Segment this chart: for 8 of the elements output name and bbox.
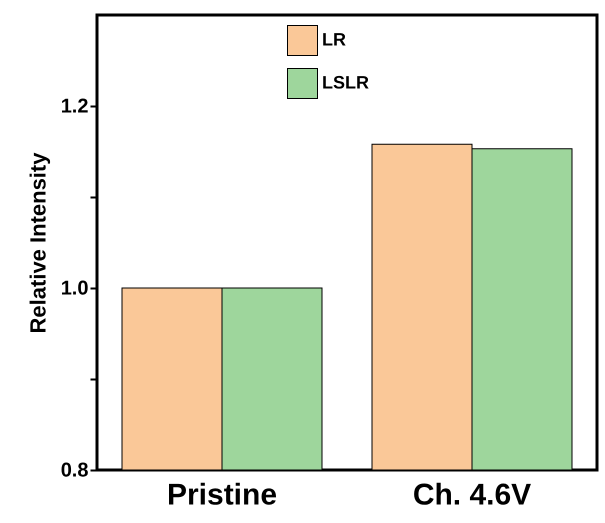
y-axis-title: Relative Intensity [26,152,51,334]
x-tick-label: Ch. 4.6V [412,478,532,512]
y-tick-label: 1.2 [60,96,88,118]
legend-label: LSLR [322,72,369,92]
x-tick-label: Pristine [166,478,278,512]
y-tick-label: 0.8 [60,460,88,482]
y-tick-label: 1.0 [60,278,88,300]
legend-label: LR [322,30,346,50]
